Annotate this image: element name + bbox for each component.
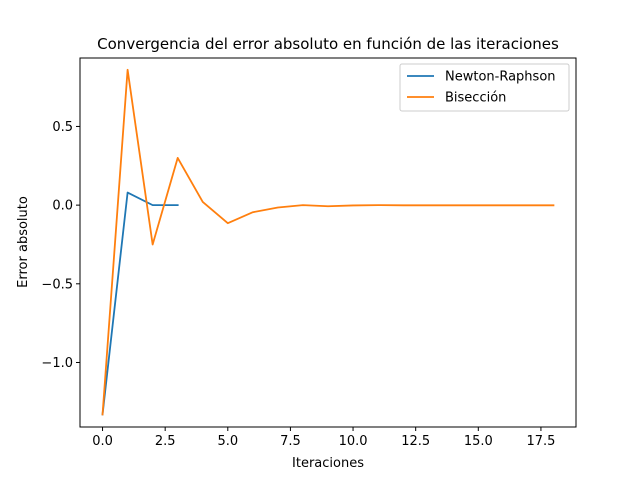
x-tick-label: 5.0	[217, 434, 238, 449]
series-line-1	[101, 68, 555, 416]
x-tick-label: 12.5	[401, 434, 430, 449]
y-tick-label: 0.5	[52, 120, 73, 135]
x-tick-label: 15.0	[464, 434, 493, 449]
plot-layer	[101, 68, 555, 416]
x-tick-label: 10.0	[339, 434, 368, 449]
series-line-0	[101, 191, 179, 416]
legend-label-0: Newton-Raphson	[445, 70, 556, 85]
y-tick-label: −1.0	[41, 356, 73, 371]
legend-box	[399, 63, 570, 112]
legend-label-1: Bisección	[445, 91, 506, 106]
x-axis-label: Iteraciones	[292, 456, 364, 471]
chart-title: Convergencia del error absoluto en funci…	[97, 35, 559, 53]
y-axis-label: Error absoluto	[16, 196, 31, 288]
legend: Newton-Raphson Bisección	[399, 63, 570, 112]
x-tick-label: 17.5	[526, 434, 555, 449]
x-tick-label: 0.0	[92, 434, 113, 449]
y-tick-label: 0.0	[52, 199, 73, 214]
plot-frame	[79, 57, 577, 428]
y-tick-label: −0.5	[41, 277, 73, 292]
x-tick-label: 7.5	[280, 434, 301, 449]
axes-layer: 0.0 2.5 5.0 7.5 10.0 12.5 15.0 17.5 −1.0 −0.5 0.0 0…	[41, 57, 577, 449]
x-tick-label: 2.5	[155, 434, 176, 449]
